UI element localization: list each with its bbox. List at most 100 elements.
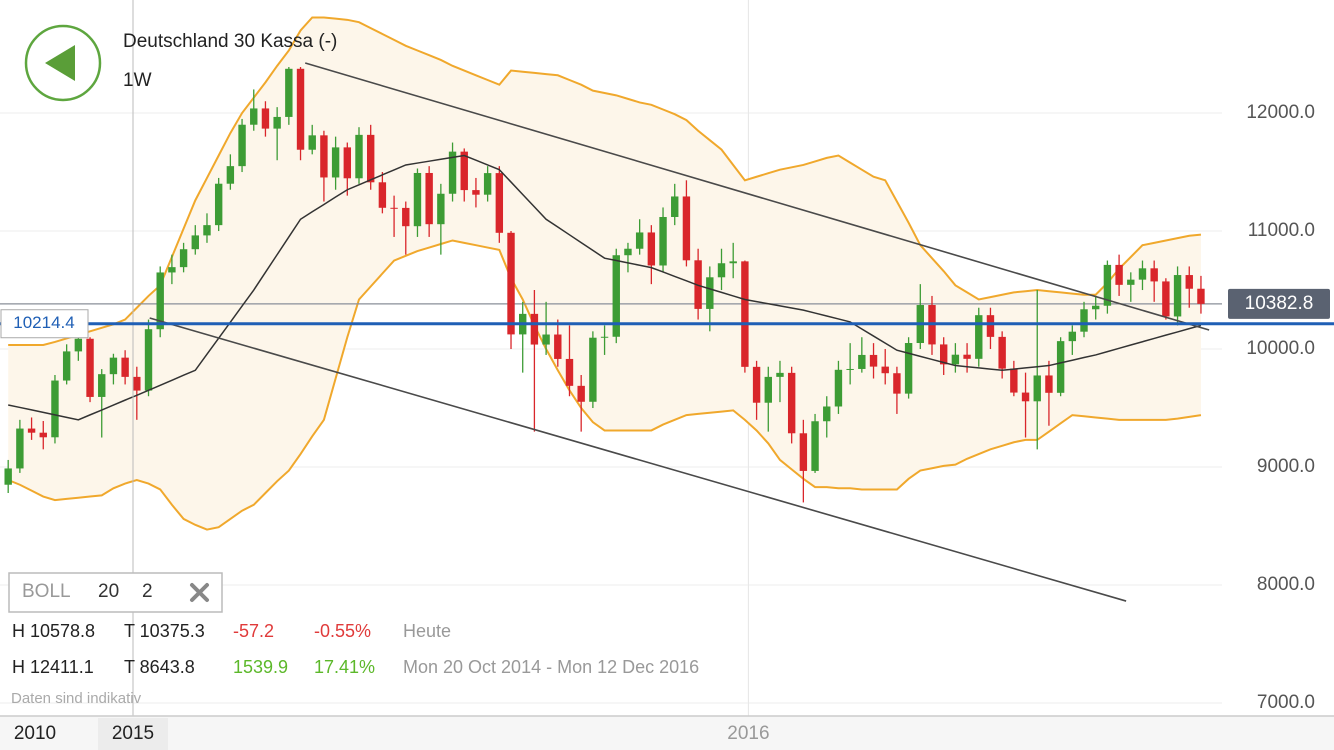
- candle-body: [998, 336, 1006, 369]
- candle-body: [39, 432, 47, 438]
- candle-body: [472, 190, 480, 195]
- candle-body: [121, 357, 129, 377]
- candle-body: [285, 68, 293, 117]
- y-tick-label: 10000.0: [1246, 338, 1315, 359]
- candle-body: [144, 329, 153, 391]
- candle-body: [823, 406, 831, 422]
- candle-body: [203, 225, 211, 236]
- candle-body: [4, 468, 12, 485]
- candle-body: [530, 313, 539, 345]
- candle-body: [764, 376, 772, 403]
- candle-body: [320, 135, 328, 178]
- candle-body: [168, 267, 176, 273]
- band-middle: [8, 154, 1202, 421]
- candle-body: [98, 374, 106, 397]
- candle-body: [811, 421, 819, 471]
- candle-body: [1173, 275, 1182, 317]
- candle-body: [975, 315, 983, 359]
- candle-body: [437, 193, 445, 225]
- candle-body: [986, 315, 995, 337]
- candle-body: [554, 334, 562, 359]
- time-bar: [0, 716, 1334, 750]
- candle-body: [1127, 279, 1135, 285]
- y-tick-label: 11000.0: [1248, 220, 1315, 241]
- candle-body: [1033, 375, 1041, 402]
- remove-indicator[interactable]: [190, 583, 209, 602]
- candle-body: [671, 196, 679, 217]
- candle-body: [647, 232, 656, 266]
- candle-body: [752, 366, 761, 403]
- candle-body: [1150, 268, 1158, 282]
- marker-label-box: [0, 309, 89, 339]
- candle-body: [881, 366, 889, 374]
- candle-body: [577, 385, 585, 402]
- indicator-box-frame[interactable]: [8, 572, 223, 613]
- remove-icon[interactable]: [190, 583, 209, 602]
- candle-body: [133, 376, 141, 391]
- range-button[interactable]: 2015: [112, 723, 154, 744]
- candle-body: [1138, 268, 1147, 280]
- candle-body: [343, 147, 352, 179]
- candle-body: [1115, 264, 1123, 285]
- candle-body: [191, 235, 199, 250]
- indicator-width: 2: [142, 581, 153, 602]
- candle-body: [16, 428, 24, 469]
- candle-body: [214, 183, 223, 226]
- band-lower: [7, 239, 1202, 531]
- indicator-period: 20: [98, 581, 119, 602]
- stat-percent: 17.41%: [314, 657, 375, 677]
- candle-body: [542, 334, 550, 345]
- candle-body: [261, 108, 270, 129]
- candle-body: [378, 182, 387, 208]
- candle-body: [402, 207, 410, 227]
- back-arrow[interactable]: [45, 45, 75, 81]
- candle-body: [308, 135, 316, 150]
- candle-body: [1197, 288, 1205, 304]
- stat-period: Mon 20 Oct 2014 - Mon 12 Dec 2016: [403, 657, 699, 677]
- candle-body: [717, 263, 726, 278]
- candle-body: [706, 277, 714, 309]
- candle-body: [565, 358, 574, 386]
- candle-body: [27, 428, 36, 433]
- y-tick-label: 9000.0: [1257, 456, 1315, 477]
- stat-period: Heute: [403, 621, 451, 641]
- x-axis: 2016: [727, 723, 769, 744]
- candle-body: [226, 166, 235, 184]
- x-tick-label: 2016: [727, 723, 769, 744]
- candle-body: [507, 232, 515, 335]
- last-price-box: [1228, 288, 1330, 319]
- candle-body: [1162, 281, 1170, 317]
- trend-line: [149, 317, 1127, 602]
- indicator-box[interactable]: BOLL 20 2: [8, 572, 223, 613]
- candle-body: [834, 369, 843, 407]
- candle-body: [179, 249, 188, 268]
- candle-body: [355, 134, 363, 179]
- stat-change: 1539.9: [233, 657, 288, 677]
- overlay: 10214.4 10382.8: [0, 288, 1334, 339]
- candle-body: [682, 196, 691, 261]
- candle-body: [1010, 368, 1018, 393]
- candle-body: [1021, 392, 1030, 402]
- candle-body: [1092, 305, 1100, 310]
- candle-body: [659, 216, 667, 266]
- back-button[interactable]: [24, 24, 102, 102]
- stat-percent: -0.55%: [314, 621, 371, 641]
- candle-body: [951, 354, 960, 365]
- candle-body: [390, 207, 398, 209]
- band-upper: [8, 16, 1202, 347]
- y-tick-label: 7000.0: [1257, 692, 1315, 713]
- range-button-active[interactable]: [98, 718, 168, 750]
- candle-body: [635, 232, 644, 249]
- candle-body: [460, 151, 468, 191]
- candle-body: [589, 337, 597, 402]
- range-button[interactable]: 2010: [14, 723, 56, 744]
- y-tick-label: 8000.0: [1257, 574, 1315, 595]
- candle-body: [904, 343, 913, 394]
- candle-body: [600, 336, 609, 338]
- candle-body: [963, 354, 971, 359]
- stat-high: H 10578.8: [12, 621, 95, 641]
- stat-low: T 10375.3: [124, 621, 205, 641]
- candle-body: [51, 380, 59, 438]
- candle-body: [776, 372, 784, 377]
- candle-body: [273, 116, 281, 129]
